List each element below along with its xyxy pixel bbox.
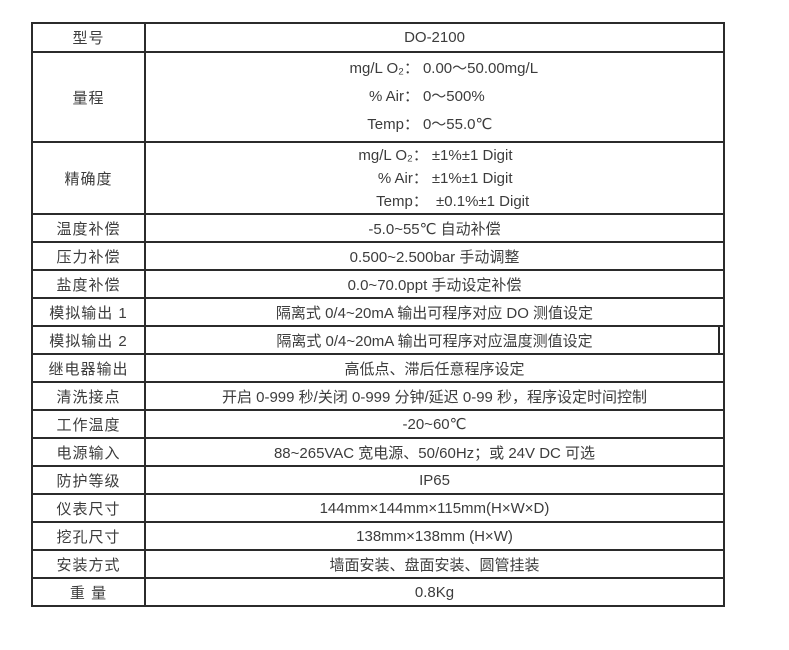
accuracy-key-mgl: mg/L O₂： (358, 146, 428, 164)
row-value-model: DO-2100 (144, 22, 725, 53)
range-val-mgl: 0.00～50.00mg/L (422, 60, 539, 77)
row-label-analog-output-1: 模拟输出 1 (31, 297, 146, 327)
table-row-analog-output-2: 模拟输出 2 隔离式 0/4~20mA 输出可程序对应温度测值设定 (31, 325, 725, 355)
table-row-protection-rating: 防护等级 IP65 (31, 465, 725, 495)
spec-table: 型号 DO-2100 量程 mg/L O₂： 0.00～50.00mg/L % … (31, 22, 725, 607)
table-row-cutout-size: 挖孔尺寸 138mm×138mm (H×W) (31, 521, 725, 551)
row-value-weight: 0.8Kg (144, 577, 725, 607)
analog-output-2-text: 隔离式 0/4~20mA 输出可程序对应温度测值设定 (276, 332, 593, 350)
table-row-relay-output: 继电器输出 高低点、滞后任意程序设定 (31, 353, 725, 383)
row-label-analog-output-2: 模拟输出 2 (31, 325, 146, 355)
row-value-working-temperature: -20~60℃ (144, 409, 725, 439)
row-value-range: mg/L O₂： 0.00～50.00mg/L % Air： 0～500% Te… (144, 51, 725, 143)
table-row-salinity-compensation: 盐度补偿 0.0~70.0ppt 手动设定补偿 (31, 269, 725, 299)
specification-table: 型号 DO-2100 量程 mg/L O₂： 0.00～50.00mg/L % … (31, 22, 725, 607)
table-row-range: 量程 mg/L O₂： 0.00～50.00mg/L % Air： 0～500%… (31, 51, 725, 143)
row-value-instrument-size: 144mm×144mm×115mm(H×W×D) (144, 493, 725, 523)
range-line-air: % Air： 0～500% (331, 83, 538, 111)
row-value-relay-output: 高低点、滞后任意程序设定 (144, 353, 725, 383)
accuracy-kv-block: mg/L O₂： ±1%±1 Digit % Air： ±1%±1 Digit … (340, 144, 529, 213)
accuracy-val-mgl: ±1%±1 Digit (431, 146, 513, 164)
range-val-temp: 0～55.0℃ (422, 116, 493, 133)
table-row-analog-output-1: 模拟输出 1 隔离式 0/4~20mA 输出可程序对应 DO 测值设定 (31, 297, 725, 327)
accuracy-val-air: ±1%±1 Digit (431, 169, 513, 187)
row-label-relay-output: 继电器输出 (31, 353, 146, 383)
row-label-mounting-method: 安装方式 (31, 549, 146, 579)
row-label-range: 量程 (31, 51, 146, 143)
accuracy-line-air: % Air： ±1%±1 Digit (340, 167, 529, 190)
row-label-working-temperature: 工作温度 (31, 409, 146, 439)
row-value-temp-compensation: -5.0~55℃ 自动补偿 (144, 213, 725, 243)
table-row-working-temperature: 工作温度 -20~60℃ (31, 409, 725, 439)
range-line-mgl: mg/L O₂： 0.00～50.00mg/L (331, 55, 539, 83)
row-label-weight: 重 量 (31, 577, 146, 607)
row-label-instrument-size: 仪表尺寸 (31, 493, 146, 523)
row-label-accuracy: 精确度 (31, 141, 146, 215)
range-key-air: % Air： (368, 88, 419, 105)
table-row-pressure-compensation: 压力补偿 0.500~2.500bar 手动调整 (31, 241, 725, 271)
range-val-air: 0～500% (422, 88, 485, 105)
row-value-analog-output-1: 隔离式 0/4~20mA 输出可程序对应 DO 测值设定 (144, 297, 725, 327)
row-label-power-input: 电源输入 (31, 437, 146, 467)
row-label-protection-rating: 防护等级 (31, 465, 146, 495)
range-key-mgl: mg/L O₂： (349, 60, 419, 77)
row-value-mounting-method: 墙面安装、盘面安装、圆管挂装 (144, 549, 725, 579)
row-value-pressure-compensation: 0.500~2.500bar 手动调整 (144, 241, 725, 271)
table-row-cleaning-contact: 清洗接点 开启 0-999 秒/关闭 0-999 分钟/延迟 0-99 秒，程序… (31, 381, 725, 411)
accuracy-key-temp: Temp： (376, 192, 428, 210)
range-kv-block: mg/L O₂： 0.00～50.00mg/L % Air： 0～500% Te… (331, 55, 539, 139)
accuracy-key-air: % Air： (377, 169, 428, 187)
row-value-protection-rating: IP65 (144, 465, 725, 495)
range-key-temp: Temp： (367, 116, 419, 133)
row-value-salinity-compensation: 0.0~70.0ppt 手动设定补偿 (144, 269, 725, 299)
row-label-pressure-compensation: 压力补偿 (31, 241, 146, 271)
row-label-cleaning-contact: 清洗接点 (31, 381, 146, 411)
table-row-weight: 重 量 0.8Kg (31, 577, 725, 607)
row-value-power-input: 88~265VAC 宽电源、50/60Hz；或 24V DC 可选 (144, 437, 725, 467)
row-label-salinity-compensation: 盐度补偿 (31, 269, 146, 299)
accuracy-val-temp: ±0.1%±1 Digit (431, 192, 530, 210)
table-row-model: 型号 DO-2100 (31, 22, 725, 53)
row-value-cutout-size: 138mm×138mm (H×W) (144, 521, 725, 551)
table-row-mounting-method: 安装方式 墙面安装、盘面安装、圆管挂装 (31, 549, 725, 579)
row-label-temp-compensation: 温度补偿 (31, 213, 146, 243)
range-line-temp: Temp： 0～55.0℃ (331, 111, 538, 139)
table-row-accuracy: 精确度 mg/L O₂： ±1%±1 Digit % Air： ±1%±1 Di… (31, 141, 725, 215)
row-value-cleaning-contact: 开启 0-999 秒/关闭 0-999 分钟/延迟 0-99 秒，程序设定时间控… (144, 381, 725, 411)
row-label-model: 型号 (31, 22, 146, 53)
table-row-instrument-size: 仪表尺寸 144mm×144mm×115mm(H×W×D) (31, 493, 725, 523)
table-row-power-input: 电源输入 88~265VAC 宽电源、50/60Hz；或 24V DC 可选 (31, 437, 725, 467)
accuracy-line-temp: Temp： ±0.1%±1 Digit (340, 190, 529, 213)
row-value-accuracy: mg/L O₂： ±1%±1 Digit % Air： ±1%±1 Digit … (144, 141, 725, 215)
row-value-analog-output-2: 隔离式 0/4~20mA 输出可程序对应温度测值设定 (144, 325, 725, 355)
row-label-cutout-size: 挖孔尺寸 (31, 521, 146, 551)
accuracy-line-mgl: mg/L O₂： ±1%±1 Digit (340, 144, 529, 167)
table-row-temp-compensation: 温度补偿 -5.0~55℃ 自动补偿 (31, 213, 725, 243)
